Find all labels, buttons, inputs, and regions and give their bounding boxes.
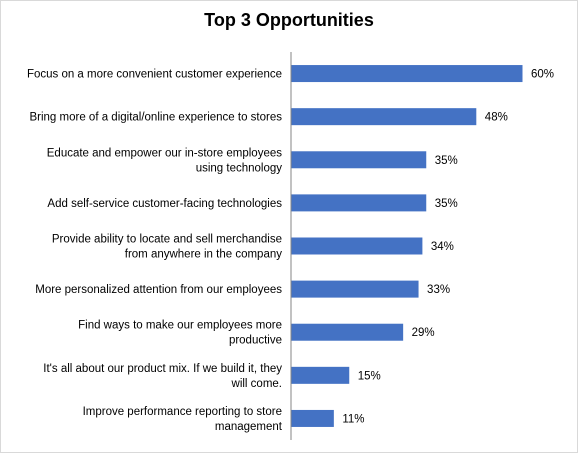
value-label-8: 15% xyxy=(358,370,381,382)
bar-1 xyxy=(291,65,523,83)
value-labels-layer: 60% 48% 35% 35% 34% 33% 29% 15% 11% xyxy=(342,69,554,426)
bar-9 xyxy=(291,409,334,427)
bar-6 xyxy=(291,280,419,298)
chart-title: Top 3 Opportunities xyxy=(204,10,374,30)
value-label-3: 35% xyxy=(435,155,458,167)
value-label-4: 35% xyxy=(435,198,458,210)
bar-7 xyxy=(291,323,404,341)
category-label-9: Improve performance reporting to store ma… xyxy=(83,406,283,433)
category-label-6: More personalized attention from our emp… xyxy=(35,284,282,296)
value-label-9: 11% xyxy=(342,413,364,425)
bar-8 xyxy=(291,366,350,384)
value-label-1: 60% xyxy=(531,69,554,81)
bar-4 xyxy=(291,194,427,212)
bar-5 xyxy=(291,237,423,255)
bar-2 xyxy=(291,108,477,126)
value-label-5: 34% xyxy=(431,241,454,253)
category-label-2: Bring more of a digital/online experienc… xyxy=(29,112,282,124)
category-label-5: Provide ability to locate and sell merch… xyxy=(52,234,282,261)
category-labels-layer: Focus on a more convenient customer expe… xyxy=(27,69,283,433)
category-label-7: Find ways to make our employees more prod… xyxy=(78,320,282,347)
value-label-7: 29% xyxy=(412,327,435,339)
category-label-4: Add self-service customer-facing technol… xyxy=(47,198,282,210)
category-label-8: It's all about our product mix. If we bu… xyxy=(43,363,282,390)
category-label-1: Focus on a more convenient customer expe… xyxy=(27,69,282,81)
bars-layer xyxy=(291,65,523,427)
category-label-3: Educate and empower our in-store employe… xyxy=(47,147,282,174)
value-label-2: 48% xyxy=(485,112,508,124)
value-label-6: 33% xyxy=(427,284,450,296)
bar-3 xyxy=(291,151,427,169)
